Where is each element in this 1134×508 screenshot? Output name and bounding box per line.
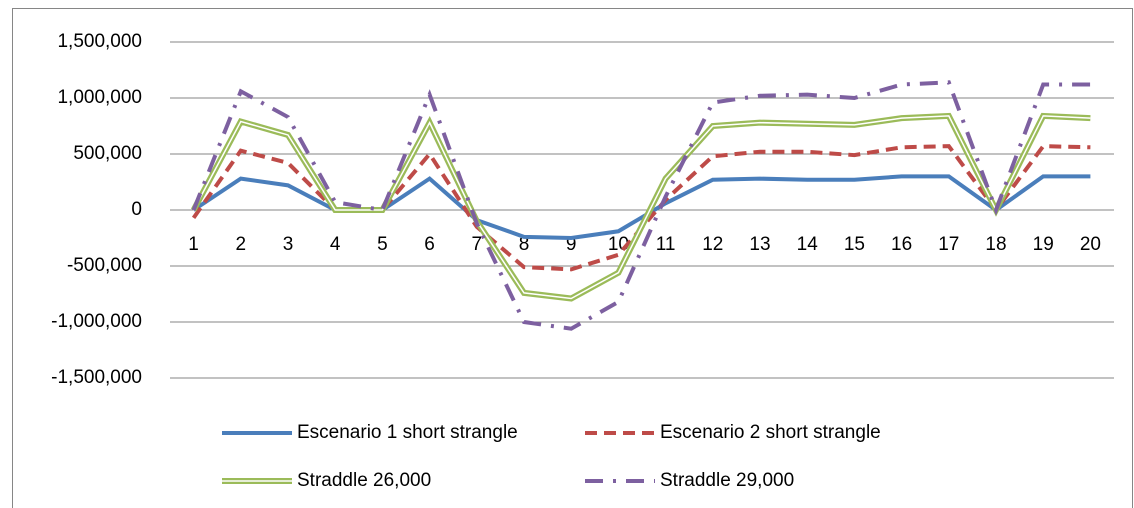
y-tick-label: 500,000 (73, 143, 142, 164)
x-tick-label: 15 (844, 234, 865, 255)
x-tick-label: 14 (797, 234, 819, 255)
x-tick-label: 7 (472, 234, 483, 255)
y-tick-label: 0 (131, 199, 142, 220)
x-tick-label: 12 (702, 234, 723, 255)
x-tick-label: 9 (566, 234, 577, 255)
x-tick-label: 8 (519, 234, 530, 255)
x-tick-label: 17 (938, 234, 959, 255)
x-tick-label: 16 (891, 234, 912, 255)
x-tick-label: 20 (1080, 234, 1101, 255)
y-tick-label: 1,000,000 (57, 87, 142, 108)
y-tick-label: -1,500,000 (51, 367, 142, 388)
x-tick-label: 2 (236, 234, 247, 255)
x-tick-label: 11 (656, 234, 676, 255)
chart-frame (12, 8, 1133, 508)
legend-label: Straddle 29,000 (660, 470, 794, 491)
x-tick-label: 6 (424, 234, 435, 255)
x-tick-label: 1 (188, 234, 199, 255)
x-tick-label: 3 (283, 234, 294, 255)
series-line-inner (192, 115, 1091, 300)
legend-label: Escenario 1 short strangle (297, 422, 518, 443)
y-tick-label: 1,500,000 (57, 31, 142, 52)
x-tick-label: 4 (330, 234, 341, 255)
x-tick-label: 19 (1033, 234, 1054, 255)
x-tick-label: 13 (749, 234, 770, 255)
y-tick-label: -1,000,000 (51, 311, 142, 332)
y-tick-label: -500,000 (67, 255, 142, 276)
x-tick-label: 5 (377, 234, 388, 255)
legend-label: Straddle 26,000 (297, 470, 431, 491)
x-tick-label: 18 (985, 234, 1006, 255)
legend-label: Escenario 2 short strangle (660, 422, 881, 443)
